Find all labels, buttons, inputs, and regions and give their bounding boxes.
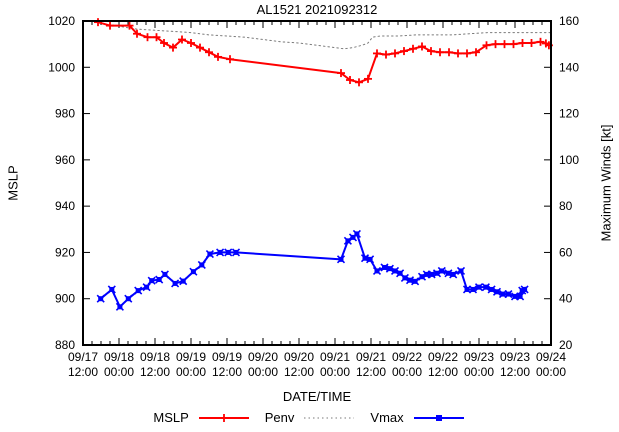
x-tick-label: 09/20 00:00 — [248, 350, 278, 379]
x-tick-label: 09/18 12:00 — [140, 350, 170, 379]
x-axis-label: DATE/TIME — [282, 389, 352, 404]
x-tick-label: 09/19 12:00 — [212, 350, 242, 379]
y-tick-label: 940 — [55, 199, 75, 213]
chart-title: AL1521 2021092312 — [256, 2, 378, 17]
y-tick-labels-right: 20 40 60 80 100 120 140 160 — [559, 14, 579, 352]
x-tick-label: 09/22 00:00 — [392, 350, 422, 379]
x-tick-label: 09/24 00:00 — [536, 350, 566, 379]
x-tick-label: 09/21 00:00 — [320, 350, 350, 379]
legend-label-penv: Penv — [264, 410, 295, 425]
y-tick-label: 960 — [55, 153, 75, 167]
legend-sample-mslp — [198, 413, 249, 422]
x-tick-label: 09/19 00:00 — [176, 350, 206, 379]
x-tick-label: 09/21 12:00 — [356, 350, 386, 379]
y-tick-label: 900 — [55, 292, 75, 306]
x-tick-label: 09/18 00:00 — [104, 350, 134, 379]
y-tick-label: 160 — [559, 14, 579, 28]
x-tick-label: 09/17 12:00 — [68, 350, 98, 379]
mslp-markers — [94, 18, 553, 87]
y-tick-label: 1000 — [48, 60, 75, 74]
legend-sample-penv — [304, 417, 355, 418]
legend: MSLP Penv Vmax — [0, 410, 619, 425]
legend-entry-vmax: Vmax — [370, 410, 465, 425]
y-tick-label: 120 — [559, 107, 579, 121]
legend-sample-vmax — [413, 414, 464, 421]
mslp-line — [97, 21, 550, 84]
vmax-markers — [96, 229, 529, 311]
legend-label-mslp: MSLP — [153, 410, 189, 425]
y-tick-label: 880 — [55, 338, 75, 352]
x-tick-label: 09/23 00:00 — [464, 350, 494, 379]
y-tick-label: 1020 — [48, 14, 75, 28]
x-tick-label: 09/20 12:00 — [284, 350, 314, 379]
y-tick-label: 980 — [55, 107, 75, 121]
y-tick-label: 40 — [559, 292, 573, 306]
legend-entry-penv: Penv — [265, 410, 357, 425]
y-tick-label: 140 — [559, 60, 579, 74]
x-tick-label: 09/23 12:00 — [500, 350, 530, 379]
y-tick-label: 100 — [559, 153, 579, 167]
y-tick-label: 920 — [55, 245, 75, 259]
y-tick-label: 20 — [559, 338, 573, 352]
legend-entry-mslp: MSLP — [153, 410, 250, 425]
x-tick-label: 09/22 12:00 — [428, 350, 458, 379]
y-tick-labels-left: 880 900 920 940 960 980 1000 1020 — [48, 14, 75, 352]
legend-label-vmax: Vmax — [370, 410, 404, 425]
penv-line — [121, 26, 552, 50]
y-tick-label: 60 — [559, 245, 573, 259]
y-tick-label: 80 — [559, 199, 573, 213]
axis-box — [82, 20, 552, 346]
